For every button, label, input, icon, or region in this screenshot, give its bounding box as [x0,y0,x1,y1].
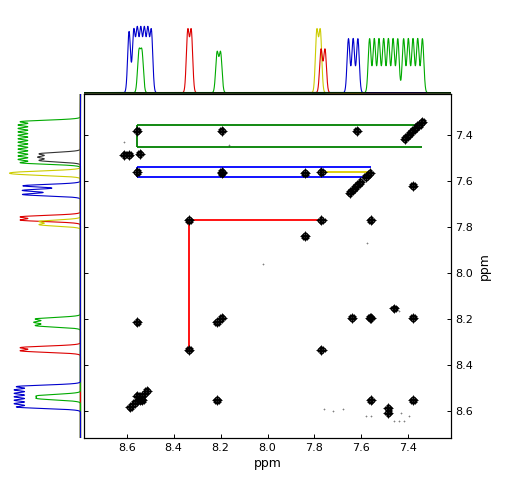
Y-axis label: ppm: ppm [478,252,490,280]
X-axis label: ppm: ppm [253,457,282,470]
